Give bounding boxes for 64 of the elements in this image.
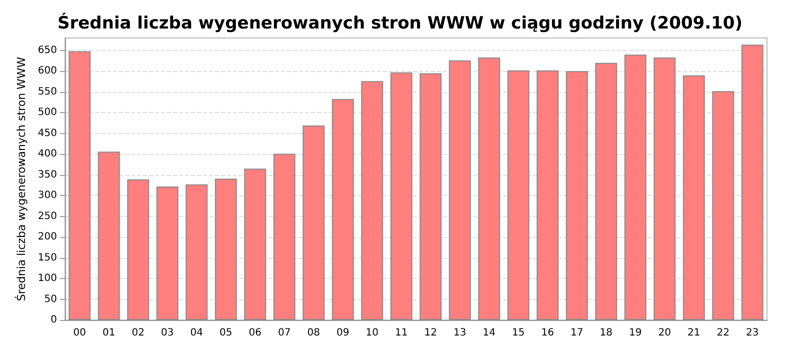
x-tick-label: 06	[248, 328, 262, 338]
bar	[478, 57, 500, 320]
y-tick-label: 200	[38, 232, 57, 243]
bar	[68, 51, 91, 320]
x-tick-label: 01	[102, 328, 116, 338]
bar	[741, 44, 764, 320]
y-tick-label: 350	[38, 169, 57, 180]
bar	[244, 168, 266, 320]
x-tick-label: 13	[454, 328, 466, 338]
x-tick-label: 18	[600, 328, 612, 338]
bar	[361, 81, 384, 320]
bar	[156, 186, 178, 320]
bar	[507, 70, 530, 320]
x-tick-label: 02	[132, 328, 144, 338]
x-tick-label: 22	[716, 328, 730, 338]
x-tick-label: 10	[366, 328, 378, 338]
bar	[302, 126, 325, 320]
y-tick-label: 100	[38, 273, 57, 284]
x-tick-label: 08	[307, 328, 320, 338]
x-tick-label: 21	[688, 328, 700, 338]
x-tick-label: 17	[570, 328, 584, 338]
x-tick-label: 23	[746, 328, 759, 338]
y-tick-label: 150	[38, 252, 57, 264]
bar	[273, 154, 296, 320]
bar	[624, 54, 646, 320]
bar	[682, 75, 705, 320]
bar	[390, 72, 412, 320]
y-tick-label: 0	[50, 314, 57, 326]
bar	[214, 178, 237, 320]
chart-title: Średnia liczba wygenerowanych stron WWW w ciągu godziny (2009.10)	[58, 12, 742, 34]
bar	[186, 184, 208, 320]
bar	[712, 91, 734, 320]
x-tick-label: 07	[278, 328, 291, 338]
y-tick-label: 50	[44, 294, 57, 305]
bar	[566, 71, 588, 320]
x-tick-label: 11	[395, 328, 408, 338]
bar	[332, 98, 354, 320]
y-tick-label: 500	[38, 107, 57, 118]
x-tick-label: 09	[336, 328, 350, 338]
x-tick-label: 03	[161, 328, 174, 338]
x-tick-label: 12	[424, 328, 437, 338]
y-tick-label: 450	[38, 128, 57, 139]
y-axis-title: Średnia liczba wygenerowanych stron WWW	[14, 56, 28, 302]
bar	[420, 73, 442, 320]
x-tick-label: 19	[629, 328, 642, 338]
x-tick-label: 05	[220, 328, 232, 338]
x-tick-label: 16	[541, 328, 554, 338]
bar	[98, 152, 120, 320]
x-tick-label: 15	[512, 328, 525, 338]
bar	[536, 70, 559, 320]
bar	[448, 60, 471, 320]
x-tick-label: 04	[190, 328, 203, 338]
x-tick-label: 20	[658, 328, 671, 338]
x-tick-label: 14	[482, 328, 496, 338]
x-tick-label: 00	[73, 328, 86, 338]
y-tick-label: 300	[38, 190, 57, 202]
y-tick-label: 400	[38, 148, 57, 160]
y-tick-label: 250	[38, 210, 57, 222]
bar	[127, 179, 150, 320]
bar	[595, 62, 618, 320]
y-tick-label: 550	[38, 86, 57, 98]
bar	[654, 57, 676, 320]
y-tick-label: 600	[38, 66, 57, 77]
y-tick-label: 650	[38, 44, 57, 56]
